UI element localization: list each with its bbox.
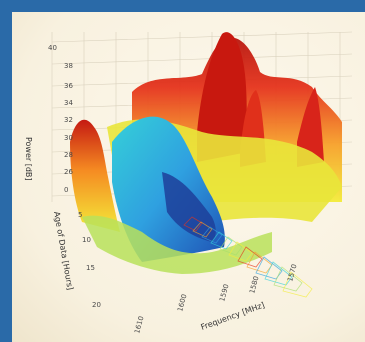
floor-contour — [192, 221, 213, 238]
x-tick-label: 1590 — [218, 283, 230, 302]
z-tick-label: 40 — [48, 44, 57, 52]
floor-contour — [264, 261, 293, 286]
z-tick-label: 0 — [64, 186, 68, 194]
floor-contour — [273, 266, 303, 292]
floor-contour — [255, 256, 283, 280]
floor-contour — [219, 236, 243, 256]
z-tick-label: 34 — [64, 99, 73, 107]
z-tick-label: 28 — [64, 151, 73, 159]
surface — [70, 32, 342, 274]
z-tick-label: 36 — [64, 82, 73, 90]
z-tick-label: 30 — [64, 134, 73, 142]
z-axis-title: Power [dB] — [24, 137, 33, 181]
z-tick-label: 32 — [64, 116, 73, 124]
z-tick-label: 26 — [64, 168, 73, 176]
floor-contours — [183, 216, 313, 298]
x-tick-label: 1600 — [176, 293, 188, 312]
ridge-front — [82, 215, 272, 274]
z-axis-ticks: 0 26 28 30 32 34 36 38 40 — [48, 44, 73, 194]
grid-line — [51, 31, 353, 43]
x-axis-title: Frequency [MHz] — [200, 300, 266, 331]
y-tick-label: 20 — [92, 301, 101, 309]
z-tick-label: 38 — [64, 62, 73, 70]
peak-right — [297, 87, 324, 167]
y-tick-label: 10 — [82, 236, 91, 244]
floor-contour — [183, 216, 203, 232]
ridge-left — [70, 119, 120, 232]
floor-contour — [201, 226, 223, 244]
floor-contour — [228, 241, 253, 262]
plot-area: 0 26 28 30 32 34 36 38 40 5 10 15 20 1610 1600 1590 15… — [12, 12, 365, 342]
peak-main — [197, 32, 248, 163]
valley-deep — [162, 172, 216, 242]
surface-chart: 0 26 28 30 32 34 36 38 40 5 10 15 20 1610 1600 1590 15… — [24, 31, 353, 335]
y-tick-label: 15 — [86, 264, 95, 272]
grid-line — [51, 53, 353, 65]
x-tick-label: 1570 — [286, 263, 298, 282]
y-axis-ticks: 5 10 15 20 — [78, 211, 101, 309]
x-tick-label: 1580 — [248, 275, 260, 294]
y-tick-label: 5 — [78, 211, 82, 219]
x-tick-label: 1610 — [133, 315, 145, 334]
y-axis-title: Age of Data [Hours] — [52, 211, 75, 291]
floor-contour — [246, 251, 273, 274]
floor-contour — [237, 246, 263, 268]
floor-contour — [282, 271, 313, 298]
